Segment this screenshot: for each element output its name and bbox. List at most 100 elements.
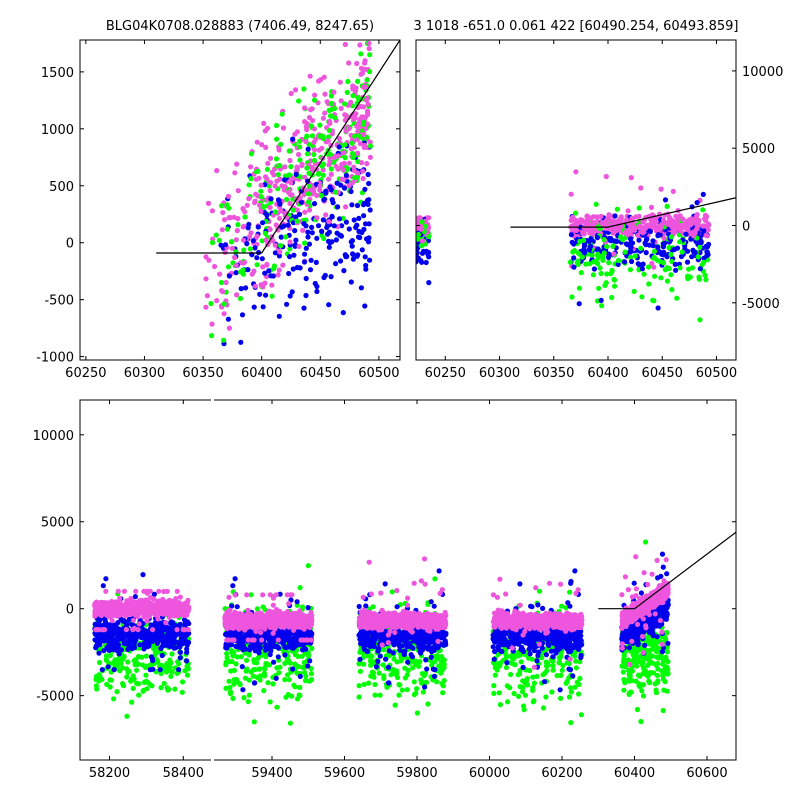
data-point bbox=[267, 651, 273, 658]
data-point bbox=[151, 596, 157, 602]
data-point bbox=[177, 649, 184, 656]
data-point bbox=[361, 132, 367, 138]
data-point bbox=[103, 603, 110, 609]
data-point bbox=[300, 227, 306, 233]
data-point bbox=[275, 637, 281, 643]
data-point bbox=[258, 194, 264, 200]
data-point bbox=[222, 242, 229, 248]
data-point bbox=[273, 122, 280, 129]
data-point bbox=[366, 235, 372, 241]
data-point bbox=[307, 658, 313, 664]
data-point bbox=[233, 270, 239, 276]
data-point bbox=[354, 253, 360, 259]
data-point bbox=[252, 680, 258, 686]
data-point bbox=[278, 243, 284, 249]
data-point bbox=[93, 599, 100, 605]
data-point bbox=[568, 223, 575, 229]
data-point bbox=[636, 237, 642, 243]
data-point bbox=[281, 620, 287, 626]
data-point bbox=[99, 667, 105, 673]
data-point bbox=[132, 602, 138, 608]
data-point bbox=[296, 151, 302, 158]
data-point bbox=[248, 592, 254, 598]
data-point bbox=[262, 647, 269, 653]
data-point bbox=[376, 670, 382, 676]
data-point bbox=[298, 637, 304, 643]
data-point bbox=[285, 608, 291, 615]
data-point bbox=[320, 172, 326, 178]
data-point bbox=[235, 222, 241, 228]
data-point bbox=[174, 613, 180, 619]
data-point bbox=[432, 576, 438, 582]
data-point bbox=[174, 627, 180, 633]
data-point bbox=[280, 125, 287, 131]
data-point bbox=[338, 98, 344, 104]
data-point bbox=[357, 234, 363, 241]
data-point bbox=[150, 627, 156, 633]
data-point bbox=[609, 268, 615, 274]
data-point bbox=[291, 682, 297, 688]
data-point bbox=[290, 639, 296, 646]
data-point bbox=[598, 270, 604, 277]
data-point bbox=[590, 231, 596, 237]
data-point bbox=[304, 637, 310, 643]
data-point bbox=[240, 206, 246, 212]
data-point bbox=[416, 236, 421, 242]
data-point bbox=[146, 608, 152, 614]
data-point bbox=[209, 240, 216, 246]
data-point bbox=[587, 261, 593, 267]
data-point bbox=[209, 208, 215, 214]
data-point bbox=[362, 254, 368, 260]
data-point bbox=[685, 275, 691, 282]
data-point bbox=[159, 611, 166, 617]
data-point bbox=[113, 599, 119, 605]
data-point bbox=[289, 289, 295, 295]
data-point bbox=[118, 660, 124, 666]
data-point bbox=[658, 186, 664, 192]
data-point bbox=[130, 627, 136, 633]
zoom-right-y-tick-label: 5000 bbox=[742, 142, 775, 157]
data-point bbox=[413, 690, 419, 696]
data-point bbox=[293, 171, 299, 177]
data-point bbox=[214, 298, 220, 304]
data-point bbox=[264, 212, 270, 218]
data-point bbox=[275, 644, 281, 650]
data-point bbox=[219, 227, 225, 233]
data-point bbox=[297, 157, 303, 163]
data-point bbox=[358, 51, 364, 57]
data-point bbox=[287, 293, 293, 299]
data-point bbox=[366, 180, 372, 187]
data-point bbox=[308, 187, 314, 193]
data-point bbox=[668, 272, 674, 278]
data-point bbox=[350, 251, 356, 257]
data-point bbox=[272, 614, 278, 620]
data-point bbox=[305, 191, 312, 197]
data-point bbox=[703, 277, 709, 283]
data-point bbox=[297, 138, 303, 144]
data-point bbox=[184, 658, 190, 664]
data-point bbox=[238, 654, 244, 660]
data-point bbox=[246, 692, 252, 698]
data-point bbox=[273, 156, 280, 162]
data-point bbox=[327, 158, 333, 164]
data-point bbox=[342, 185, 348, 191]
data-point bbox=[260, 592, 266, 598]
data-point bbox=[671, 246, 678, 253]
data-point bbox=[225, 316, 231, 322]
data-point bbox=[276, 267, 282, 273]
data-point bbox=[174, 603, 180, 609]
data-point bbox=[259, 615, 265, 621]
data-point bbox=[323, 212, 329, 218]
data-point bbox=[314, 215, 320, 221]
data-point bbox=[346, 126, 352, 132]
data-point bbox=[339, 161, 345, 167]
data-point bbox=[367, 143, 374, 149]
data-point bbox=[645, 264, 652, 270]
data-point bbox=[287, 239, 293, 245]
data-point bbox=[238, 286, 244, 292]
data-point bbox=[290, 666, 296, 672]
data-point bbox=[219, 288, 225, 294]
data-point bbox=[287, 254, 293, 260]
data-point bbox=[147, 588, 153, 594]
data-point bbox=[271, 263, 277, 269]
